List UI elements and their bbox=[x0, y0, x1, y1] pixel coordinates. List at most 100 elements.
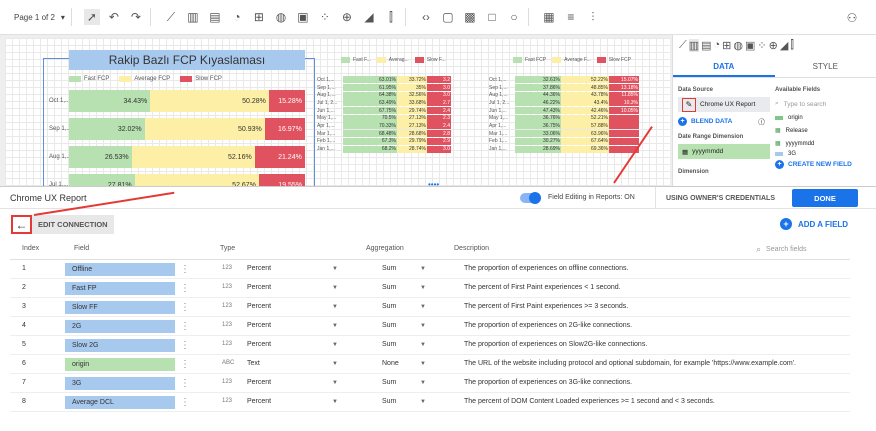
mini-row[interactable]: Jan 1,... 28.69% 69.36% bbox=[489, 145, 639, 153]
back-arrow-icon[interactable]: ← bbox=[11, 215, 32, 234]
geo-map-icon[interactable]: ◍ bbox=[733, 40, 743, 52]
combo-chart-icon[interactable]: ▤ bbox=[209, 10, 221, 24]
chevron-down-icon[interactable]: ▼ bbox=[332, 361, 338, 367]
bar-segment[interactable]: 21.24% bbox=[254, 146, 305, 168]
bar-segment[interactable]: 28.69% bbox=[515, 145, 561, 153]
image-icon[interactable]: ▩ bbox=[464, 10, 476, 24]
mini-row[interactable]: Jun 1,... 47.43% 42.46% 10.05% bbox=[489, 107, 639, 115]
aggregation-value[interactable]: Sum bbox=[382, 379, 397, 386]
mini-row[interactable]: Jul 1, 2... 63.49% 33.68% 2.7 bbox=[317, 99, 451, 107]
table-icon[interactable]: ⊞ bbox=[722, 40, 732, 52]
bar-segment[interactable]: 36.75% bbox=[515, 122, 561, 130]
bar-chart-icon[interactable]: ▥ bbox=[187, 10, 199, 24]
bar-segment[interactable]: 29.74% bbox=[397, 107, 427, 115]
field-description[interactable]: The percent of First Paint experiences >… bbox=[464, 303, 629, 310]
line-chart-icon[interactable]: ⟋ bbox=[166, 9, 176, 24]
chevron-down-icon[interactable]: ▼ bbox=[332, 304, 338, 310]
bar-segment[interactable]: 50.93% bbox=[144, 118, 265, 140]
bar-segment[interactable]: 2.7 bbox=[427, 99, 451, 107]
bar-segment[interactable]: 16.97% bbox=[264, 118, 305, 140]
share-person-icon[interactable]: ⚇ bbox=[846, 11, 858, 25]
field-type[interactable]: Text bbox=[247, 360, 260, 367]
bar-segment[interactable]: 43.78% bbox=[561, 91, 609, 99]
bar-segment[interactable]: 63.49% bbox=[343, 99, 397, 107]
search-fields-box[interactable]: ⌕ Search fields bbox=[756, 244, 807, 255]
credentials-button[interactable]: USING OWNER'S CREDENTIALS bbox=[655, 187, 785, 209]
pencil-edit-icon[interactable]: ✎ bbox=[682, 97, 696, 112]
bar-row[interactable]: 34.43% 50.28% 15.28% bbox=[69, 90, 305, 112]
field-type[interactable]: Percent bbox=[247, 379, 272, 386]
bar-segment[interactable] bbox=[609, 122, 639, 130]
more-vert-icon[interactable]: ⋮ bbox=[180, 302, 190, 313]
bar-segment[interactable]: 32.02% bbox=[69, 118, 145, 140]
table-row[interactable]: 6 origin ⋮ ABC Text ▼ None ▼ The URL of the webs… bbox=[10, 355, 850, 374]
mini-row[interactable]: Sep 1,... 61.95% 35% 3.0 bbox=[317, 84, 451, 92]
bar-segment[interactable]: 2.4 bbox=[427, 107, 451, 115]
available-field[interactable]: origin bbox=[775, 111, 873, 124]
bar-segment[interactable]: 69.36% bbox=[561, 145, 609, 153]
mini-row[interactable]: Oct 1,... 32.61% 52.22% 15.07% bbox=[489, 76, 639, 84]
bar-segment[interactable]: 48.85% bbox=[561, 84, 609, 92]
mini-row[interactable]: Mar 1,... 33.06% 63.96% bbox=[489, 130, 639, 138]
bar-segment[interactable]: 61.95% bbox=[343, 84, 397, 92]
bar-segment[interactable]: 64.38% bbox=[343, 91, 397, 99]
field-name-chip[interactable]: Average DCL bbox=[65, 396, 175, 409]
field-type[interactable]: Percent bbox=[247, 265, 272, 272]
table-row[interactable]: 5 Slow 2G ⋮ 123 Percent ▼ Sum ▼ The proportion o… bbox=[10, 336, 850, 355]
circle-icon[interactable]: ○ bbox=[510, 10, 518, 24]
field-name-chip[interactable]: 3G bbox=[65, 377, 175, 390]
blend-data-button[interactable]: + BLEND DATA ⓘ bbox=[678, 116, 773, 126]
field-description[interactable]: The proportion of experiences on 3G-like… bbox=[464, 379, 633, 386]
mini-row[interactable]: Mar 1,... 68.48% 28.68% 2.8 bbox=[317, 130, 451, 138]
bar-segment[interactable]: 3.0 bbox=[427, 84, 451, 92]
mini-row[interactable]: Jan 1,... 68.2% 28.74% 3.0 bbox=[317, 145, 451, 153]
bar-segment[interactable]: 28.68% bbox=[397, 130, 427, 138]
mini-row[interactable]: Aug 1,... 64.38% 32.56% 3.0 bbox=[317, 91, 451, 99]
more-vert-icon[interactable]: ⋮ bbox=[180, 264, 190, 275]
field-description[interactable]: The URL of the website including protoco… bbox=[464, 360, 796, 367]
bar-segment[interactable]: 36.76% bbox=[515, 114, 561, 122]
chart-title[interactable]: Rakip Bazlı FCP Kıyaslaması bbox=[69, 50, 305, 70]
table-row[interactable]: 4 2G ⋮ 123 Percent ▼ Sum ▼ The proportion of exp… bbox=[10, 317, 850, 336]
pie-chart-icon[interactable]: ◔ bbox=[713, 39, 721, 51]
data-source-selector[interactable]: ✎ Chrome UX Report bbox=[678, 97, 770, 112]
area-chart-icon[interactable]: ◢ bbox=[364, 10, 374, 24]
bar-segment[interactable]: 15.07% bbox=[609, 76, 639, 84]
chevron-down-icon[interactable]: ▼ bbox=[332, 399, 338, 405]
mini-row[interactable]: Apr 1,... 36.75% 57.88% bbox=[489, 122, 639, 130]
field-name-chip[interactable]: Offline bbox=[65, 263, 175, 276]
bar-segment[interactable]: 29.79% bbox=[397, 137, 427, 145]
bar-segment[interactable]: 19.55% bbox=[258, 174, 306, 186]
bar-segment[interactable]: 42.46% bbox=[561, 107, 609, 115]
more-vert-icon[interactable]: ⋮ bbox=[180, 397, 190, 408]
chevron-down-icon[interactable]: ▼ bbox=[332, 266, 338, 272]
chevron-down-icon[interactable]: ▼ bbox=[420, 266, 426, 272]
more-vert-icon[interactable]: ⋮ bbox=[180, 340, 190, 351]
bar-segment[interactable]: 67.75% bbox=[343, 107, 397, 115]
chevron-down-icon[interactable]: ▼ bbox=[420, 304, 426, 310]
combo-chart-icon[interactable]: ▤ bbox=[701, 40, 712, 52]
table-row[interactable]: 1 Offline ⋮ 123 Percent ▼ Sum ▼ The proportion o… bbox=[10, 260, 850, 279]
aggregation-value[interactable]: Sum bbox=[382, 341, 397, 348]
bar-segment[interactable]: 33.06% bbox=[515, 130, 561, 138]
table-icon[interactable]: ⊞ bbox=[253, 10, 264, 24]
bar-segment[interactable]: 33.72% bbox=[397, 76, 427, 84]
field-name-chip[interactable]: Slow FF bbox=[65, 301, 175, 314]
field-type[interactable]: Percent bbox=[247, 398, 272, 405]
aggregation-value[interactable]: Sum bbox=[382, 398, 397, 405]
bullet-chart-icon[interactable]: ⫿ bbox=[389, 9, 393, 24]
bar-segment[interactable] bbox=[609, 130, 639, 138]
undo-icon[interactable]: ↶ bbox=[108, 10, 119, 24]
scorecard-icon[interactable]: ▣ bbox=[297, 10, 309, 24]
bar-segment[interactable]: 32.56% bbox=[397, 91, 427, 99]
bar-segment[interactable]: 43.4% bbox=[561, 99, 609, 107]
available-field[interactable]: ▦ yyyymmdd bbox=[775, 137, 873, 150]
bar-segment[interactable]: 27.13% bbox=[397, 114, 427, 122]
done-button[interactable]: DONE bbox=[792, 189, 858, 207]
field-type[interactable]: Percent bbox=[247, 284, 272, 291]
bar-segment[interactable]: 52.67% bbox=[134, 174, 259, 186]
page-selector[interactable]: Page 1 of 2 ▾ bbox=[14, 13, 65, 22]
available-field[interactable]: ▦ Release bbox=[775, 124, 873, 137]
bar-segment[interactable]: 57.88% bbox=[561, 122, 609, 130]
bar-segment[interactable]: 11.85% bbox=[609, 91, 639, 99]
